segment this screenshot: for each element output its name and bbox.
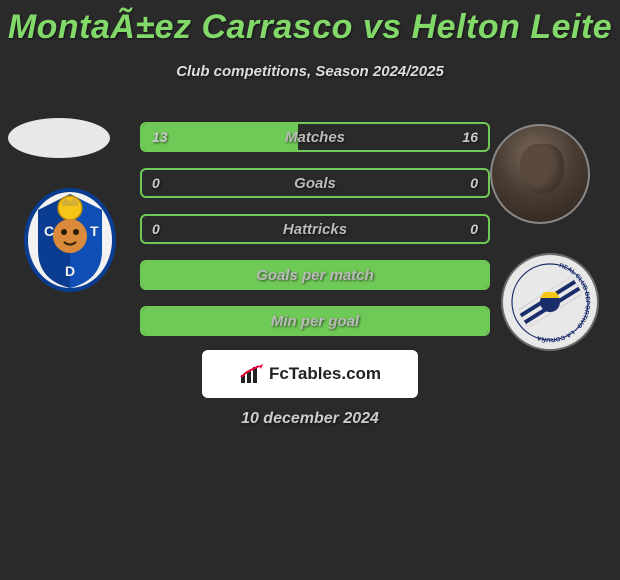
stat-row-matches: 13 Matches 16 [140, 122, 490, 152]
left-player-avatar [8, 118, 110, 158]
watermark: FcTables.com [202, 350, 418, 398]
svg-text:D: D [65, 263, 75, 279]
date-text: 10 december 2024 [0, 410, 620, 428]
left-club-badge: C T D [22, 180, 118, 292]
stat-bars: 13 Matches 16 0 Goals 0 0 Hattricks 0 Go… [140, 122, 490, 352]
page-subtitle: Club competitions, Season 2024/2025 [0, 63, 620, 80]
watermark-text: FcTables.com [269, 364, 381, 384]
page-title: MontaÃ±ez Carrasco vs Helton Leite [0, 0, 620, 47]
right-player-avatar [490, 124, 590, 224]
stat-label: Goals per match [142, 262, 488, 288]
stat-label: Goals [142, 170, 488, 196]
stat-label: Matches [142, 124, 488, 150]
stat-value-right: 16 [462, 124, 478, 150]
stat-row-goals: 0 Goals 0 [140, 168, 490, 198]
stat-row-min-per-goal: Min per goal [140, 306, 490, 336]
watermark-chart-icon [239, 363, 265, 385]
stat-row-goals-per-match: Goals per match [140, 260, 490, 290]
stat-label: Min per goal [142, 308, 488, 334]
stat-row-hattricks: 0 Hattricks 0 [140, 214, 490, 244]
svg-text:T: T [90, 223, 99, 239]
stat-label: Hattricks [142, 216, 488, 242]
stat-value-right: 0 [470, 170, 478, 196]
right-club-badge: REAL CLUB DEPORTIVO · LA CORUÑA · [500, 252, 600, 352]
stat-value-right: 0 [470, 216, 478, 242]
svg-text:C: C [44, 223, 54, 239]
